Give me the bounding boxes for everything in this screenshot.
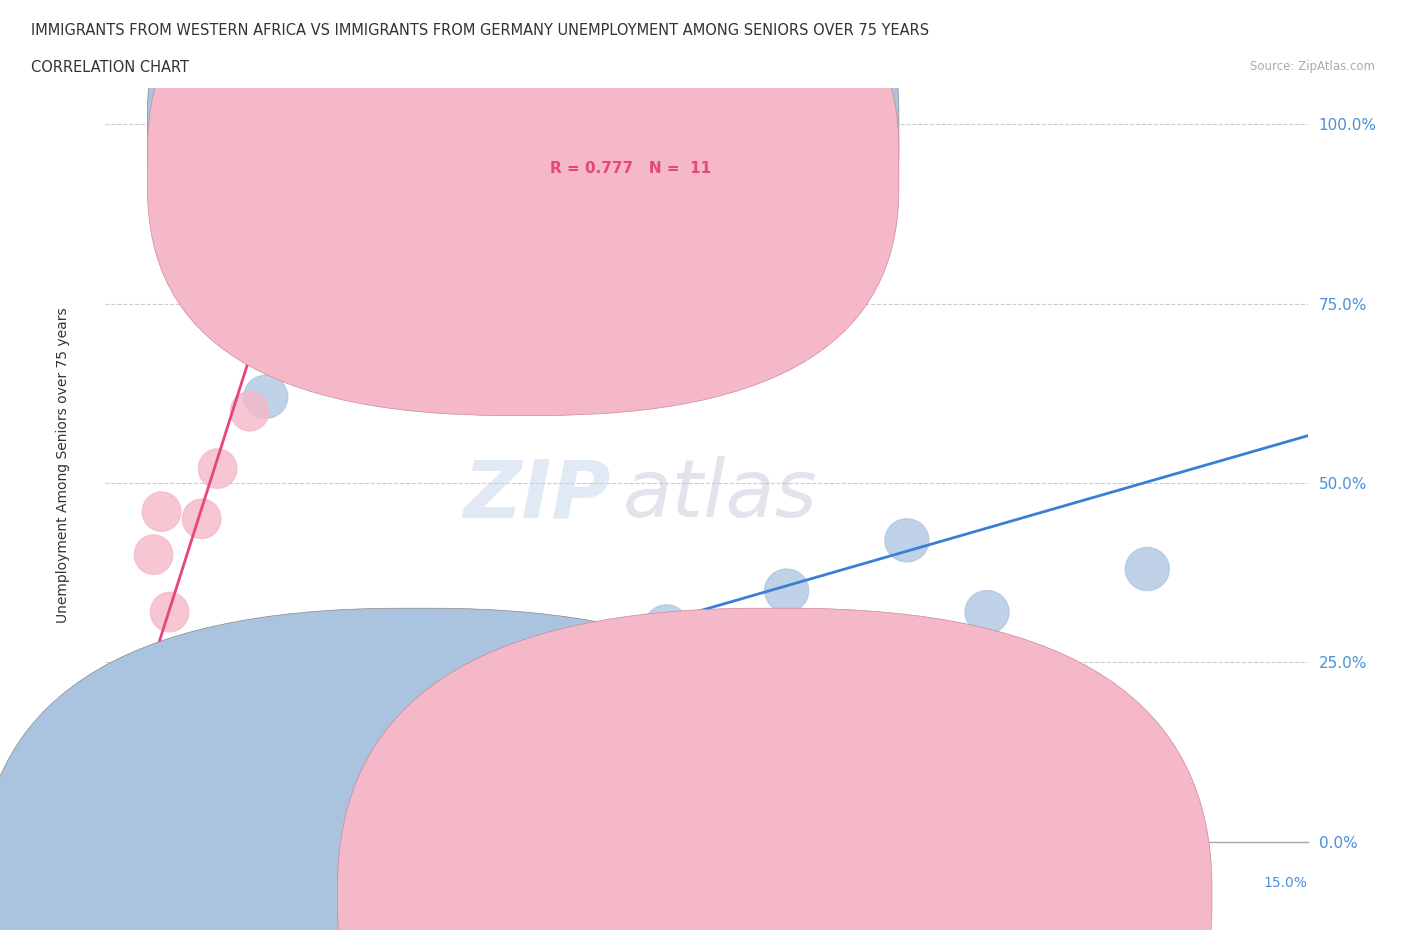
Text: R = 0.506   N = 46: R = 0.506 N = 46 [550,124,707,139]
Text: IMMIGRANTS FROM WESTERN AFRICA VS IMMIGRANTS FROM GERMANY UNEMPLOYMENT AMONG SEN: IMMIGRANTS FROM WESTERN AFRICA VS IMMIGR… [31,23,929,38]
FancyBboxPatch shape [148,0,898,416]
Ellipse shape [139,763,184,805]
Ellipse shape [965,591,1010,633]
Text: Immigrants from Germany: Immigrants from Germany [796,888,980,903]
Ellipse shape [100,777,143,820]
Ellipse shape [132,755,176,799]
Ellipse shape [187,749,232,791]
FancyBboxPatch shape [148,0,898,378]
Ellipse shape [139,777,184,820]
Ellipse shape [644,604,689,648]
Ellipse shape [166,679,205,718]
Ellipse shape [605,619,648,662]
Ellipse shape [484,677,529,720]
Ellipse shape [765,569,808,612]
Ellipse shape [148,749,191,791]
Ellipse shape [231,392,269,431]
Ellipse shape [1125,548,1170,591]
Ellipse shape [115,770,159,813]
Ellipse shape [685,627,728,670]
Ellipse shape [124,763,167,805]
Ellipse shape [127,707,165,747]
Text: R = 0.777   N =  11: R = 0.777 N = 11 [550,162,711,177]
Ellipse shape [183,499,221,538]
Text: Unemployment Among Seniors over 75 years: Unemployment Among Seniors over 75 years [56,307,70,623]
Ellipse shape [156,755,200,799]
Ellipse shape [172,741,215,784]
Text: 0.0%: 0.0% [105,875,141,890]
FancyBboxPatch shape [491,103,797,197]
Ellipse shape [323,662,368,705]
Ellipse shape [308,677,352,720]
Text: CORRELATION CHART: CORRELATION CHART [31,60,188,75]
Ellipse shape [180,734,224,777]
Text: Immigrants from Western Africa: Immigrants from Western Africa [437,888,659,903]
Ellipse shape [163,749,208,791]
Text: atlas: atlas [623,456,817,534]
Ellipse shape [150,592,188,631]
Ellipse shape [204,705,247,749]
Ellipse shape [135,535,173,575]
Ellipse shape [156,763,200,805]
Ellipse shape [884,519,929,562]
Ellipse shape [388,727,432,770]
Ellipse shape [142,492,181,531]
Text: ZIP: ZIP [463,456,610,534]
Text: Source: ZipAtlas.com: Source: ZipAtlas.com [1250,60,1375,73]
Ellipse shape [284,641,328,684]
Ellipse shape [198,449,236,488]
Ellipse shape [564,749,609,791]
Ellipse shape [132,770,176,813]
Ellipse shape [148,770,191,813]
Ellipse shape [347,705,392,749]
Ellipse shape [524,727,568,770]
Ellipse shape [420,641,464,684]
Ellipse shape [180,712,224,755]
Ellipse shape [373,662,416,705]
Ellipse shape [468,698,512,741]
Ellipse shape [94,786,132,826]
Ellipse shape [804,189,849,232]
Ellipse shape [110,722,149,761]
Ellipse shape [228,712,271,755]
Ellipse shape [260,691,304,734]
Ellipse shape [172,727,215,770]
Ellipse shape [107,784,152,828]
Ellipse shape [163,734,208,777]
Ellipse shape [124,777,167,820]
Text: 15.0%: 15.0% [1264,875,1308,890]
Ellipse shape [91,791,135,834]
Ellipse shape [212,727,256,770]
Ellipse shape [195,720,239,763]
Ellipse shape [287,104,325,144]
Ellipse shape [243,376,288,418]
